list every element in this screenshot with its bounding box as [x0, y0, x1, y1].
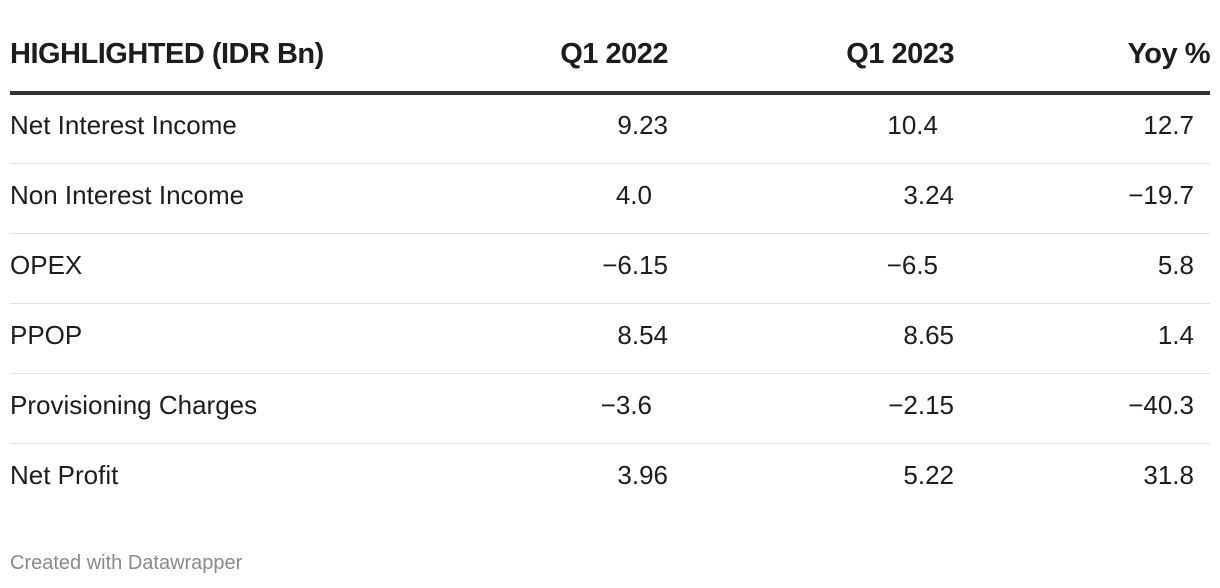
- cell-yoy: 1.4: [954, 303, 1210, 374]
- table-row: OPEX −6.15 −6.5 5.8: [10, 233, 1210, 304]
- cell-q1-2023: 3.24: [668, 163, 954, 234]
- table-header-row: HIGHLIGHTED (IDR Bn) Q1 2022 Q1 2023 Yoy…: [10, 0, 1211, 95]
- cell-q1-2023: −6.5: [668, 233, 954, 304]
- row-label: Non Interest Income: [10, 163, 420, 234]
- cell-yoy: −40.3: [954, 373, 1210, 444]
- row-label: Net Interest Income: [10, 93, 420, 164]
- table-row: Net Interest Income 9.23 10.4 12.7: [10, 93, 1210, 164]
- cell-q1-2022: 8.54: [420, 303, 668, 374]
- table-row: Non Interest Income 4.0 3.24 −19.7: [10, 163, 1210, 234]
- cell-yoy: 31.8: [1143, 459, 1194, 490]
- cell-yoy: 5.8: [954, 233, 1210, 304]
- cell-q1-2022: 9.23: [420, 93, 668, 164]
- header-highlighted[interactable]: HIGHLIGHTED (IDR Bn): [10, 0, 420, 95]
- cell-yoy: 12.7: [954, 93, 1210, 164]
- table-row: PPOP 8.54 8.65 1.4: [10, 303, 1210, 374]
- cell-q1-2022: −3.6: [420, 373, 668, 444]
- cell-q1-2022: −6.15: [420, 233, 668, 304]
- cell-q1-2023: 8.65: [668, 303, 954, 374]
- cell-q1-2022: 4.0: [420, 163, 668, 234]
- table-row: Net Profit 3.96 5.22 31.8: [10, 443, 1210, 513]
- cell-q1-2022: 3.96: [617, 459, 668, 490]
- header-q1-2023[interactable]: Q1 2023: [668, 0, 955, 95]
- cell-yoy: −19.7: [954, 163, 1210, 234]
- cell-q1-2023: 10.4: [668, 93, 954, 164]
- row-label: Net Profit: [10, 459, 119, 490]
- cell-q1-2023: 5.22: [903, 459, 954, 490]
- row-label: PPOP: [10, 303, 420, 374]
- cell-q1-2023: −2.15: [668, 373, 954, 444]
- datawrapper-credit[interactable]: Created with Datawrapper: [10, 552, 243, 574]
- header-q1-2022[interactable]: Q1 2022: [420, 0, 669, 95]
- header-yoy[interactable]: Yoy %: [954, 0, 1211, 95]
- row-label: OPEX: [10, 233, 420, 304]
- table-row: Provisioning Charges −3.6 −2.15 −40.3: [10, 373, 1210, 444]
- row-label: Provisioning Charges: [10, 373, 420, 444]
- data-table: HIGHLIGHTED (IDR Bn) Q1 2022 Q1 2023 Yoy…: [10, 0, 1211, 513]
- data-table-container: HIGHLIGHTED (IDR Bn) Q1 2022 Q1 2023 Yoy…: [10, 0, 1211, 513]
